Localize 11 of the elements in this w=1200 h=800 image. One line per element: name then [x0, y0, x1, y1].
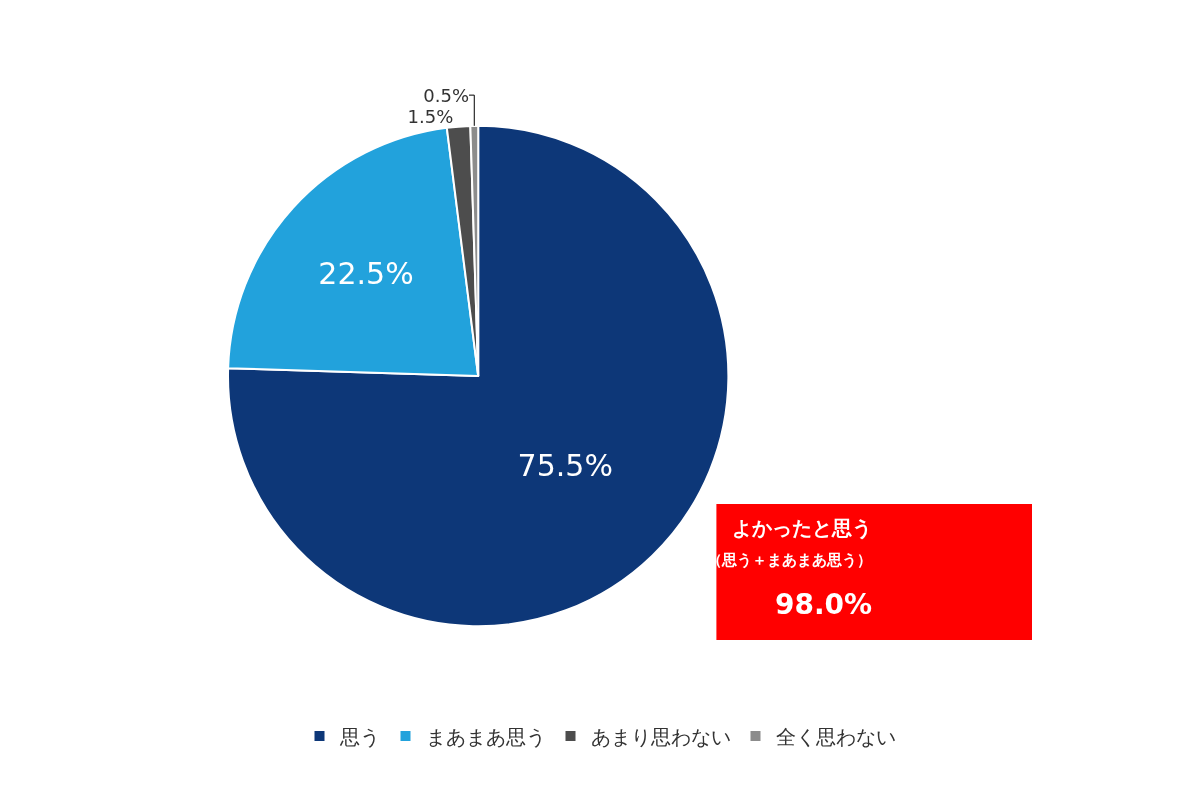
data-label: 75.5% — [517, 448, 613, 484]
legend-label: 思う — [338, 724, 380, 749]
text: よかったと思う — [732, 516, 872, 540]
text: （思う＋まあまあ思う） — [707, 551, 872, 569]
data-label: 22.5% — [318, 256, 414, 292]
data-label: 1.5% — [407, 105, 454, 127]
legend-label: 全く思わない — [775, 724, 896, 749]
legend-label: あまり思わない — [590, 724, 731, 749]
text: 98.0% — [775, 588, 873, 621]
legend-label: まあまあ思う — [425, 724, 546, 749]
data-label: 0.5% — [423, 84, 470, 106]
